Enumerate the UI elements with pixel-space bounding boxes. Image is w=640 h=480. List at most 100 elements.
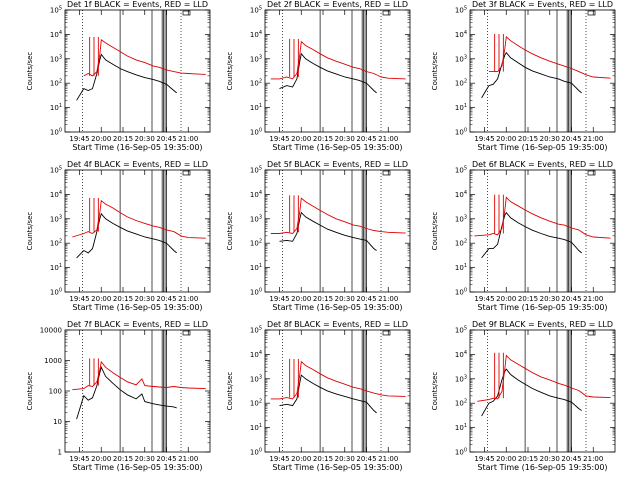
x-tick-label: 19:45 bbox=[269, 455, 289, 463]
y-tick-label: 100 bbox=[455, 128, 467, 137]
y-tick-label: 100 bbox=[250, 448, 262, 457]
y-tick-label: 101 bbox=[250, 263, 262, 272]
series-line-lld bbox=[270, 40, 406, 80]
y-tick-label: 102 bbox=[455, 239, 467, 248]
x-tick-label: 20:45 bbox=[561, 135, 581, 143]
x-tick-label: 20:30 bbox=[335, 295, 355, 303]
y-tick-label: 100 bbox=[49, 388, 62, 396]
x-tick-label: 20:00 bbox=[91, 135, 111, 143]
plot-frame bbox=[264, 9, 411, 133]
y-axis-label: Counts/sec bbox=[26, 212, 34, 251]
chart-title: Det 3f BLACK = Events, RED = LLD bbox=[472, 0, 613, 9]
y-tick-label: 103 bbox=[250, 214, 262, 223]
y-axis-label: Counts/sec bbox=[26, 372, 34, 411]
y-tick-label: 102 bbox=[250, 239, 262, 248]
series-line-lld bbox=[270, 360, 406, 400]
y-tick-label: 101 bbox=[50, 263, 62, 272]
plot-frame bbox=[469, 9, 616, 133]
y-tick-label: 104 bbox=[455, 30, 467, 39]
x-axis-label: Start Time (16-Sep-05 19:35:00) bbox=[272, 143, 402, 152]
series-line-lld bbox=[488, 35, 611, 79]
chart-panel-4: Det 4f BLACK = Events, RED = LLD Counts/s… bbox=[26, 160, 211, 312]
x-tick-label: 20:45 bbox=[356, 295, 376, 303]
series-line-events bbox=[481, 211, 582, 259]
series-line-lld bbox=[72, 360, 206, 391]
x-tick-label: 20:00 bbox=[291, 135, 311, 143]
x-tick-label: 19:45 bbox=[474, 135, 494, 143]
x-tick-label: 20:45 bbox=[356, 455, 376, 463]
x-tick-label: 20:00 bbox=[496, 455, 516, 463]
y-axis-label: Counts/sec bbox=[226, 212, 234, 251]
y-tick-label: 1000 bbox=[44, 357, 62, 365]
y-tick-label: 105 bbox=[455, 6, 467, 15]
chart-title: Det 6f BLACK = Events, RED = LLD bbox=[472, 160, 613, 169]
x-tick-label: 20:30 bbox=[335, 135, 355, 143]
series-line-events bbox=[76, 212, 177, 259]
x-tick-label: 20:45 bbox=[156, 455, 176, 463]
chart-panel-2: Det 2f BLACK = Events, RED = LLD Counts/s… bbox=[226, 0, 411, 152]
x-tick-label: 20:45 bbox=[561, 455, 581, 463]
y-tick-label: 103 bbox=[455, 214, 467, 223]
y-axis-label: Counts/sec bbox=[431, 212, 439, 251]
y-tick-label: 104 bbox=[50, 30, 62, 39]
plot-frame bbox=[469, 169, 616, 293]
x-tick-label: 21:00 bbox=[378, 455, 398, 463]
marker-box bbox=[587, 10, 596, 16]
x-tick-label: 20:15 bbox=[518, 135, 538, 143]
y-tick-label: 104 bbox=[250, 350, 262, 359]
x-tick-label: 19:45 bbox=[269, 295, 289, 303]
x-tick-label: 20:45 bbox=[561, 295, 581, 303]
y-tick-label: 105 bbox=[250, 6, 262, 15]
chart-title: Det 2f BLACK = Events, RED = LLD bbox=[267, 0, 408, 9]
x-tick-label: 20:00 bbox=[496, 135, 516, 143]
chart-title: Det 8f BLACK = Events, RED = LLD bbox=[267, 320, 408, 329]
y-tick-label: 101 bbox=[250, 103, 262, 112]
y-tick-label: 100 bbox=[250, 128, 262, 137]
chart-panel-1: Det 1f BLACK = Events, RED = LLD Counts/s… bbox=[26, 0, 211, 152]
x-tick-label: 20:00 bbox=[91, 295, 111, 303]
x-tick-label: 20:00 bbox=[91, 455, 111, 463]
y-tick-label: 105 bbox=[50, 6, 62, 15]
x-tick-label: 20:15 bbox=[518, 455, 538, 463]
chart-title: Det 1f BLACK = Events, RED = LLD bbox=[67, 0, 208, 9]
chart-panel-7: Det 7f BLACK = Events, RED = LLD Counts/s… bbox=[26, 320, 211, 472]
x-axis-label: Start Time (16-Sep-05 19:35:00) bbox=[72, 303, 202, 312]
chart-panel-8: Det 8f BLACK = Events, RED = LLD Counts/s… bbox=[226, 320, 411, 472]
x-tick-label: 21:00 bbox=[378, 295, 398, 303]
y-tick-label: 103 bbox=[50, 54, 62, 63]
marker-box bbox=[382, 330, 391, 336]
x-tick-label: 19:45 bbox=[69, 455, 89, 463]
x-tick-label: 21:00 bbox=[583, 135, 603, 143]
x-tick-label: 21:00 bbox=[583, 295, 603, 303]
y-tick-label: 104 bbox=[50, 190, 62, 199]
x-tick-label: 20:45 bbox=[156, 295, 176, 303]
y-axis-label: Counts/sec bbox=[26, 52, 34, 91]
series-line-lld bbox=[72, 199, 206, 239]
y-tick-label: 103 bbox=[455, 54, 467, 63]
marker-box bbox=[182, 330, 191, 336]
x-axis-label: Start Time (16-Sep-05 19:35:00) bbox=[477, 463, 607, 472]
y-tick-label: 10000 bbox=[40, 327, 62, 335]
x-tick-label: 20:15 bbox=[113, 455, 133, 463]
y-tick-label: 10 bbox=[53, 418, 62, 426]
chart-panel-9: Det 9f BLACK = Events, RED = LLD Counts/s… bbox=[431, 320, 616, 472]
x-tick-label: 20:30 bbox=[335, 455, 355, 463]
x-axis-label: Start Time (16-Sep-05 19:35:00) bbox=[272, 303, 402, 312]
y-tick-label: 100 bbox=[455, 448, 467, 457]
y-tick-label: 103 bbox=[250, 54, 262, 63]
x-tick-label: 19:45 bbox=[69, 295, 89, 303]
y-tick-label: 102 bbox=[250, 79, 262, 88]
plot-frame bbox=[469, 329, 616, 453]
x-tick-label: 20:15 bbox=[113, 295, 133, 303]
chart-title: Det 9f BLACK = Events, RED = LLD bbox=[472, 320, 613, 329]
x-tick-label: 19:45 bbox=[474, 455, 494, 463]
y-tick-label: 104 bbox=[250, 30, 262, 39]
x-axis-label: Start Time (16-Sep-05 19:35:00) bbox=[272, 463, 402, 472]
marker-box bbox=[587, 170, 596, 176]
x-tick-label: 20:15 bbox=[113, 135, 133, 143]
x-tick-label: 19:45 bbox=[269, 135, 289, 143]
y-tick-label: 101 bbox=[455, 423, 467, 432]
x-tick-label: 20:00 bbox=[496, 295, 516, 303]
x-tick-label: 19:45 bbox=[474, 295, 494, 303]
